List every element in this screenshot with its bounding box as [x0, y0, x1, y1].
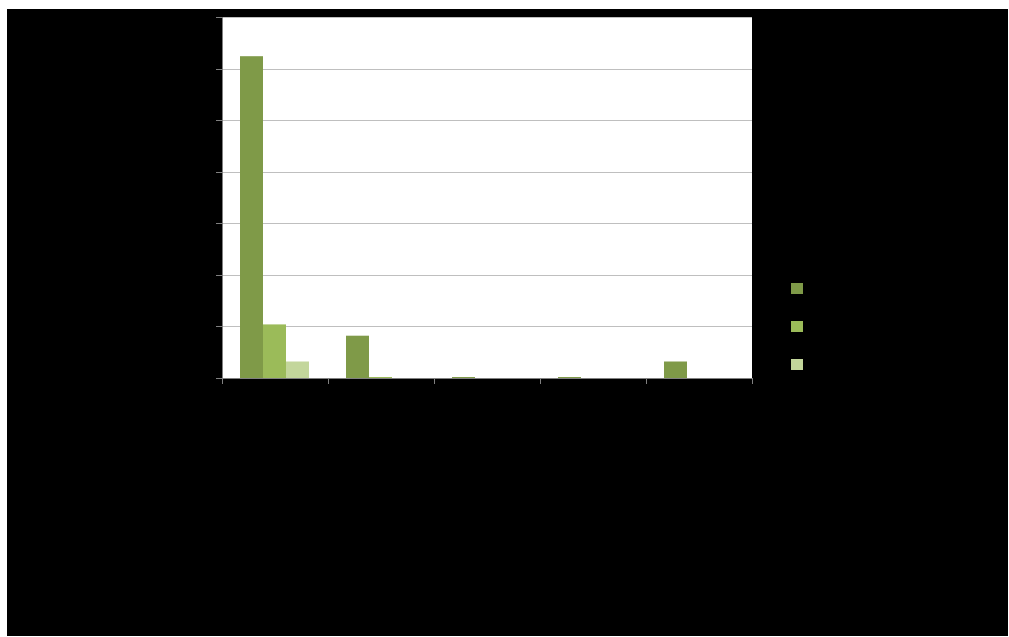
legend: [791, 283, 803, 370]
bar: [240, 56, 263, 378]
legend-swatch: [791, 283, 803, 294]
bar: [346, 335, 369, 378]
bar: [263, 324, 286, 378]
bar: [286, 361, 309, 378]
plot-area: [222, 17, 752, 378]
bar: [452, 377, 475, 378]
legend-swatch: [791, 359, 803, 370]
gridlines: [222, 17, 752, 327]
bars: [240, 56, 687, 378]
legend-swatch: [791, 321, 803, 332]
bar: [558, 377, 581, 378]
axes: [216, 17, 753, 384]
bar: [664, 361, 687, 378]
bar: [369, 377, 392, 378]
